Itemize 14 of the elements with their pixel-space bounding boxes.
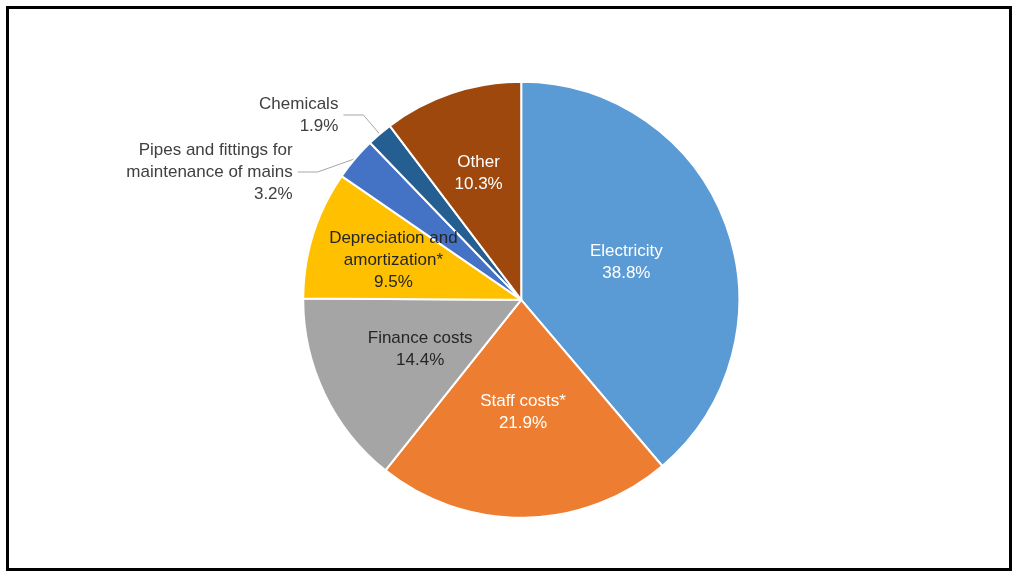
data-label: 10.3% xyxy=(454,174,503,194)
data-label: 21.9% xyxy=(498,413,548,433)
slice-label: Pipes and fittings for maintenance of mains xyxy=(126,140,294,182)
data-label: 3.2% xyxy=(253,184,293,204)
slice-label: Finance costs xyxy=(367,327,473,347)
data-label: 38.8% xyxy=(602,262,651,282)
slice-label: Chemicals xyxy=(259,94,339,114)
slice-label: Depreciation and amortization* xyxy=(329,228,458,270)
data-label: 14.4% xyxy=(396,349,445,369)
data-label: 1.9% xyxy=(299,116,339,136)
data-label: 9.5% xyxy=(374,272,413,292)
slice-label: Other xyxy=(457,152,501,172)
slice-label: Staff costs* xyxy=(480,391,567,411)
slice-label: Electricity xyxy=(589,240,664,260)
